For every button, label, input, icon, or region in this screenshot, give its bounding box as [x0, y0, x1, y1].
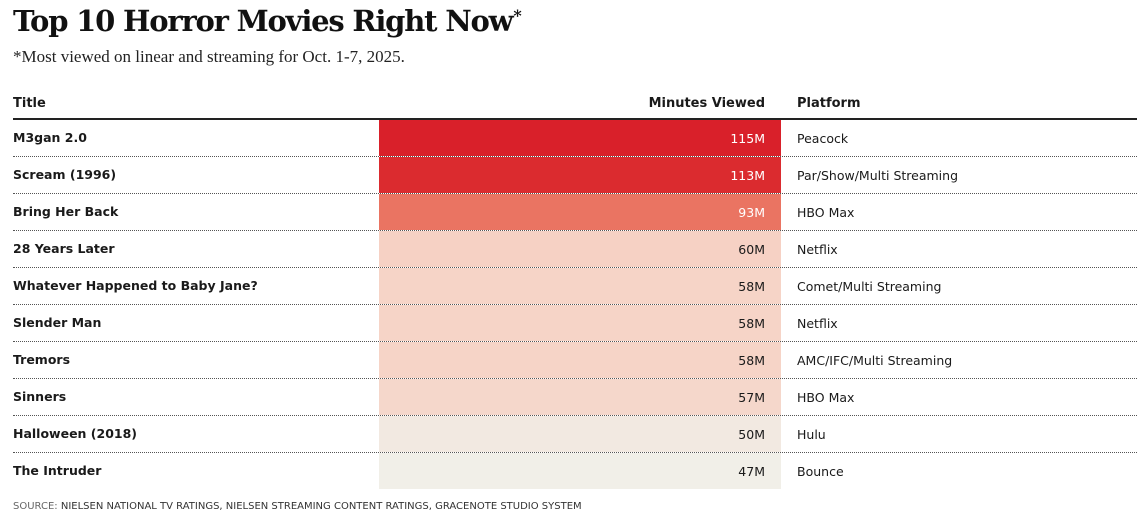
minutes-viewed-cell: 93M — [379, 194, 781, 230]
movie-title: Slender Man — [13, 315, 102, 330]
minutes-viewed-cell: 58M — [379, 305, 781, 341]
minutes-viewed-value: 58M — [738, 353, 765, 368]
minutes-viewed-value: 58M — [738, 279, 765, 294]
minutes-viewed-cell: 60M — [379, 231, 781, 267]
minutes-viewed-cell: 58M — [379, 342, 781, 378]
table-row: Tremors 58M AMC/IFC/Multi Streaming — [13, 342, 1137, 379]
table-body: M3gan 2.0 115M Peacock Scream (1996) 113M Par… — [13, 120, 1137, 489]
movie-title: Whatever Happened to Baby Jane? — [13, 278, 258, 293]
table-row: The Intruder 47M Bounce — [13, 453, 1137, 489]
movie-title: Halloween (2018) — [13, 426, 138, 441]
column-header-minutes-viewed: Minutes Viewed — [648, 96, 765, 111]
source-note: SOURCE: NIELSEN NATIONAL TV RATINGS, NIE… — [13, 501, 582, 512]
source-text: NIELSEN NATIONAL TV RATINGS, NIELSEN STR… — [60, 501, 582, 512]
movie-title: Scream (1996) — [13, 167, 117, 182]
table-row: Scream (1996) 113M Par/Show/Multi Streamin… — [13, 157, 1137, 194]
platform-name: Bounce — [797, 464, 844, 479]
table-row: Whatever Happened to Baby Jane? 58M Comet/… — [13, 268, 1137, 305]
minutes-viewed-cell: 47M — [379, 453, 781, 489]
chart-title: Top 10 Horror Movies Right Now* — [13, 4, 522, 38]
minutes-viewed-value: 60M — [738, 242, 765, 257]
table-row: 28 Years Later 60M Netflix — [13, 231, 1137, 268]
minutes-viewed-value: 47M — [738, 464, 765, 479]
minutes-viewed-value: 57M — [738, 390, 765, 405]
platform-name: Netflix — [797, 242, 838, 257]
minutes-viewed-cell: 115M — [379, 120, 781, 156]
movie-title: 28 Years Later — [13, 241, 115, 256]
column-header-title: Title — [13, 96, 46, 111]
platform-name: AMC/IFC/Multi Streaming — [797, 353, 953, 368]
movie-title: The Intruder — [13, 463, 102, 478]
table-header: Title Minutes Viewed Platform — [13, 92, 1137, 120]
movie-title: Bring Her Back — [13, 204, 119, 219]
platform-name: Comet/Multi Streaming — [797, 279, 942, 294]
table-row: Sinners 57M HBO Max — [13, 379, 1137, 416]
movie-title: M3gan 2.0 — [13, 130, 87, 145]
platform-name: Par/Show/Multi Streaming — [797, 168, 959, 183]
movie-title: Sinners — [13, 389, 67, 404]
minutes-viewed-cell: 50M — [379, 416, 781, 452]
table-row: Bring Her Back 93M HBO Max — [13, 194, 1137, 231]
chart-subtitle: *Most viewed on linear and streaming for… — [13, 47, 405, 66]
movie-title: Tremors — [13, 352, 71, 367]
title-footnote-mark: * — [513, 6, 521, 25]
minutes-viewed-value: 113M — [730, 168, 765, 183]
platform-name: Netflix — [797, 316, 838, 331]
platform-name: Peacock — [797, 131, 849, 146]
source-label: SOURCE: — [13, 501, 58, 512]
platform-name: HBO Max — [797, 205, 855, 220]
minutes-viewed-value: 50M — [738, 427, 765, 442]
column-header-platform: Platform — [797, 96, 861, 111]
table-row: Slender Man 58M Netflix — [13, 305, 1137, 342]
minutes-viewed-value: 115M — [730, 131, 765, 146]
table-row: Halloween (2018) 50M Hulu — [13, 416, 1137, 453]
platform-name: HBO Max — [797, 390, 855, 405]
minutes-viewed-cell: 58M — [379, 268, 781, 304]
platform-name: Hulu — [797, 427, 826, 442]
minutes-viewed-cell: 57M — [379, 379, 781, 415]
minutes-viewed-value: 58M — [738, 316, 765, 331]
chart-title-text: Top 10 Horror Movies Right Now — [13, 4, 514, 38]
minutes-viewed-cell: 113M — [379, 157, 781, 193]
table-row: M3gan 2.0 115M Peacock — [13, 120, 1137, 157]
minutes-viewed-value: 93M — [738, 205, 765, 220]
